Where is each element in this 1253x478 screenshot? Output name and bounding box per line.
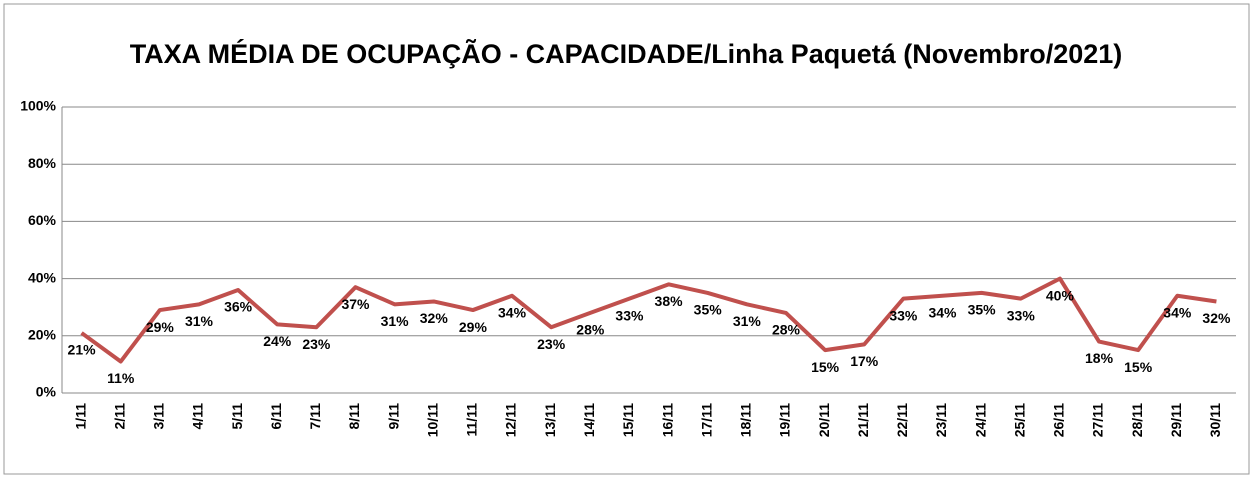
data-label: 15% — [811, 359, 840, 375]
x-tick-label: 27/11 — [1090, 403, 1106, 437]
chart-title: TAXA MÉDIA DE OCUPAÇÃO - CAPACIDADE/Linh… — [130, 38, 1123, 69]
data-label: 34% — [498, 304, 527, 320]
data-label: 17% — [850, 353, 879, 369]
y-tick-label: 80% — [28, 155, 57, 171]
x-tick-label: 23/11 — [933, 403, 949, 437]
data-label: 33% — [615, 307, 644, 323]
x-tick-label: 18/11 — [738, 403, 754, 437]
data-label: 28% — [576, 322, 605, 338]
y-tick-label: 0% — [36, 384, 57, 400]
data-label: 29% — [459, 319, 488, 335]
data-label: 35% — [968, 302, 997, 318]
data-label: 31% — [185, 313, 214, 329]
x-tick-label: 11/11 — [464, 403, 480, 437]
x-tick-label: 20/11 — [816, 403, 832, 437]
chart-frame — [3, 3, 1250, 475]
data-label: 35% — [694, 302, 723, 318]
y-tick-label: 40% — [28, 269, 57, 285]
y-tick-label: 100% — [20, 98, 56, 114]
data-label: 32% — [1202, 310, 1231, 326]
data-label: 38% — [655, 293, 684, 309]
x-tick-label: 15/11 — [620, 403, 636, 437]
data-label: 40% — [1046, 287, 1075, 303]
data-label: 15% — [1124, 359, 1153, 375]
x-tick-label: 26/11 — [1051, 403, 1067, 437]
data-label: 33% — [889, 307, 918, 323]
x-tick-label: 1/11 — [72, 403, 88, 430]
x-tick-label: 2/11 — [111, 403, 127, 430]
x-tick-label: 19/11 — [777, 403, 793, 437]
x-tick-label: 5/11 — [229, 403, 245, 430]
data-label: 18% — [1085, 350, 1114, 366]
data-label: 29% — [146, 319, 175, 335]
y-tick-label: 20% — [28, 327, 57, 343]
data-label: 23% — [537, 336, 566, 352]
data-label: 32% — [420, 310, 449, 326]
data-label: 37% — [341, 296, 370, 312]
x-tick-label: 30/11 — [1207, 403, 1223, 437]
x-tick-label: 22/11 — [894, 403, 910, 437]
x-tick-label: 13/11 — [542, 403, 558, 437]
y-tick-label: 60% — [28, 212, 57, 228]
x-tick-label: 14/11 — [581, 403, 597, 437]
x-tick-label: 3/11 — [151, 403, 167, 430]
x-tick-label: 25/11 — [1011, 403, 1027, 437]
x-tick-label: 16/11 — [659, 403, 675, 437]
data-label: 31% — [381, 313, 410, 329]
data-label: 34% — [1163, 304, 1192, 320]
x-tick-label: 17/11 — [698, 403, 714, 437]
data-label: 23% — [302, 336, 331, 352]
x-tick-label: 24/11 — [972, 403, 988, 437]
data-label: 33% — [1007, 307, 1036, 323]
x-tick-label: 9/11 — [385, 403, 401, 430]
line-series — [80, 276, 1217, 364]
data-label: 36% — [224, 299, 253, 315]
x-tick-label: 8/11 — [346, 403, 362, 430]
x-tick-label: 28/11 — [1129, 403, 1145, 437]
data-label: 24% — [263, 333, 292, 349]
x-tick-label: 4/11 — [190, 403, 206, 430]
x-tick-label: 21/11 — [855, 403, 871, 437]
data-label: 31% — [733, 313, 762, 329]
x-tick-label: 10/11 — [424, 403, 440, 437]
x-tick-label: 7/11 — [307, 403, 323, 430]
x-tick-label: 6/11 — [268, 403, 284, 430]
data-label: 21% — [68, 342, 97, 358]
x-tick-label: 29/11 — [1168, 403, 1184, 437]
data-label: 11% — [107, 370, 135, 386]
data-label: 28% — [772, 322, 801, 338]
x-tick-label: 12/11 — [503, 403, 519, 437]
data-label: 34% — [928, 304, 957, 320]
